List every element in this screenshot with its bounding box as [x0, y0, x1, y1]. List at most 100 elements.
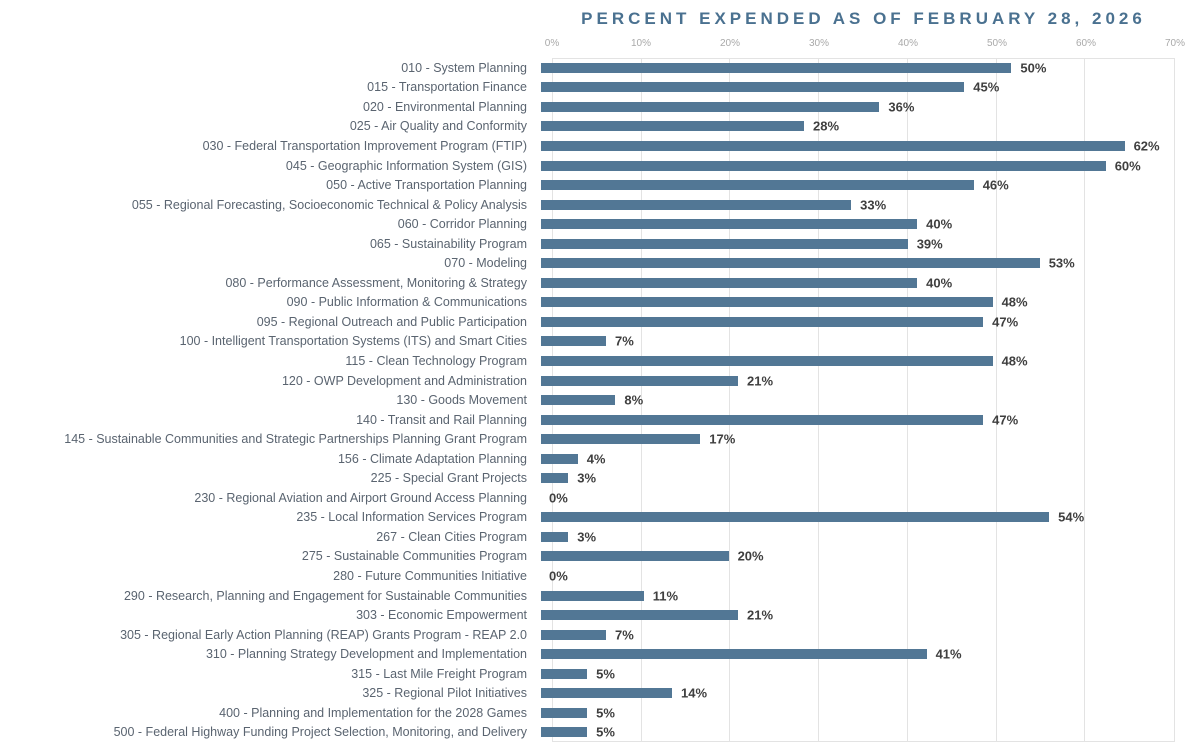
value-label: 8% [624, 392, 644, 408]
table-row: 140 - Transit and Rail Planning 47% [0, 410, 1200, 430]
bar [541, 707, 588, 718]
value-label: 45% [973, 79, 1000, 95]
category-label: 065 - Sustainability Program [369, 236, 527, 251]
bar-track: 48% [540, 293, 1200, 313]
category-label: 090 - Public Information & Communication… [286, 295, 527, 310]
table-row: 225 - Special Grant Projects 3% [0, 468, 1200, 488]
bar-track: 3% [540, 468, 1200, 488]
value-label: 5% [596, 705, 615, 721]
table-row: 145 - Sustainable Communities and Strate… [0, 429, 1200, 449]
table-row: 280 - Future Communities Initiative 0% [0, 566, 1200, 586]
table-row: 315 - Last Mile Freight Program 5% [0, 664, 1200, 684]
chart-title: PERCENT EXPENDED AS OF FEBRUARY 28, 2026 [581, 9, 1146, 28]
bar [541, 688, 672, 699]
value-label: 36% [888, 99, 915, 115]
bar-track: 47% [540, 410, 1200, 430]
category-label: 010 - System Planning [401, 60, 527, 75]
category-label: 130 - Goods Movement [396, 393, 527, 408]
value-label: 0% [549, 568, 568, 584]
bar [541, 590, 644, 601]
bar-track: 17% [540, 429, 1200, 449]
category-label: 500 - Federal Highway Funding Project Se… [113, 725, 527, 740]
table-row: 303 - Economic Empowerment 21% [0, 605, 1200, 625]
category-label: 280 - Future Communities Initiative [333, 568, 527, 583]
bar [541, 473, 569, 484]
table-row: 100 - Intelligent Transportation Systems… [0, 332, 1200, 352]
bar-track: 5% [540, 723, 1200, 743]
bar [541, 258, 1040, 269]
category-label: 120 - OWP Development and Administration [281, 373, 527, 388]
bar-track: 14% [540, 684, 1200, 704]
bar-track: 8% [540, 390, 1200, 410]
bar [541, 82, 965, 93]
table-row: 055 - Regional Forecasting, Socioeconomi… [0, 195, 1200, 215]
gridline [729, 59, 731, 741]
value-label: 17% [709, 431, 736, 447]
bar-track: 45% [540, 78, 1200, 98]
bar [541, 453, 578, 464]
value-label: 60% [1114, 158, 1141, 173]
table-row: 060 - Corridor Planning 40% [0, 214, 1200, 234]
value-label: 62% [1133, 138, 1160, 154]
value-label: 48% [1001, 353, 1028, 369]
bar [541, 551, 729, 562]
category-label: 290 - Research, Planning and Engagement … [123, 588, 527, 603]
plot-area [552, 58, 1175, 742]
bar [541, 512, 1050, 523]
table-row: 400 - Planning and Implementation for th… [0, 703, 1200, 723]
x-axis-tick: 60% [1075, 38, 1097, 49]
value-label: 3% [577, 529, 597, 545]
table-row: 267 - Clean Cities Program 3% [0, 527, 1200, 547]
category-label: 050 - Active Transportation Planning [326, 178, 527, 193]
category-label: 045 - Geographic Information System (GIS… [285, 158, 527, 173]
table-row: 050 - Active Transportation Planning 46% [0, 175, 1200, 195]
bar [541, 668, 588, 679]
value-label: 5% [596, 724, 615, 740]
value-label: 20% [737, 548, 764, 564]
bar [541, 610, 738, 621]
category-label: 020 - Environmental Planning [363, 99, 527, 114]
bar-track: 5% [540, 703, 1200, 723]
gridline [906, 59, 908, 741]
value-label: 39% [916, 236, 943, 252]
bar-rows: 010 - System Planning 50% 015 - Transpor… [0, 58, 1200, 742]
value-label: 7% [615, 627, 634, 643]
category-label: 267 - Clean Cities Program [376, 529, 527, 544]
table-row: 015 - Transportation Finance 45% [0, 78, 1200, 98]
bar-track: 41% [540, 644, 1200, 664]
bar [541, 629, 606, 640]
value-label: 5% [596, 666, 615, 682]
x-axis-tick: 0% [544, 38, 560, 49]
category-label: 100 - Intelligent Transportation Systems… [179, 334, 527, 349]
value-label: 40% [926, 216, 953, 232]
table-row: 070 - Modeling 53% [0, 253, 1200, 273]
table-row: 010 - System Planning 50% [0, 58, 1200, 78]
bar-track: 53% [540, 253, 1200, 273]
bar [541, 140, 1125, 151]
table-row: 310 - Planning Strategy Development and … [0, 644, 1200, 664]
bar [541, 62, 1012, 73]
value-label: 28% [813, 118, 840, 134]
x-axis-tick: 20% [719, 38, 741, 49]
table-row: 130 - Goods Movement 8% [0, 390, 1200, 410]
bar [541, 375, 738, 386]
gridline [640, 59, 642, 741]
gridline [1084, 59, 1086, 741]
category-label: 305 - Regional Early Action Planning (RE… [120, 627, 527, 642]
bar-track: 20% [540, 547, 1200, 567]
bar-track: 21% [540, 605, 1200, 625]
bar-track: 40% [540, 273, 1200, 293]
value-label: 21% [747, 373, 774, 389]
bar [541, 180, 974, 191]
bar [541, 395, 616, 406]
value-label: 33% [860, 197, 887, 213]
bar [541, 297, 993, 308]
bar [541, 219, 918, 230]
bar [541, 727, 588, 738]
table-row: 500 - Federal Highway Funding Project Se… [0, 723, 1200, 743]
value-label: 7% [615, 333, 634, 349]
table-row: 156 - Climate Adaptation Planning 4% [0, 449, 1200, 469]
table-row: 030 - Federal Transportation Improvement… [0, 136, 1200, 156]
category-label: 030 - Federal Transportation Improvement… [202, 138, 527, 153]
category-label: 325 - Regional Pilot Initiatives [362, 686, 527, 701]
